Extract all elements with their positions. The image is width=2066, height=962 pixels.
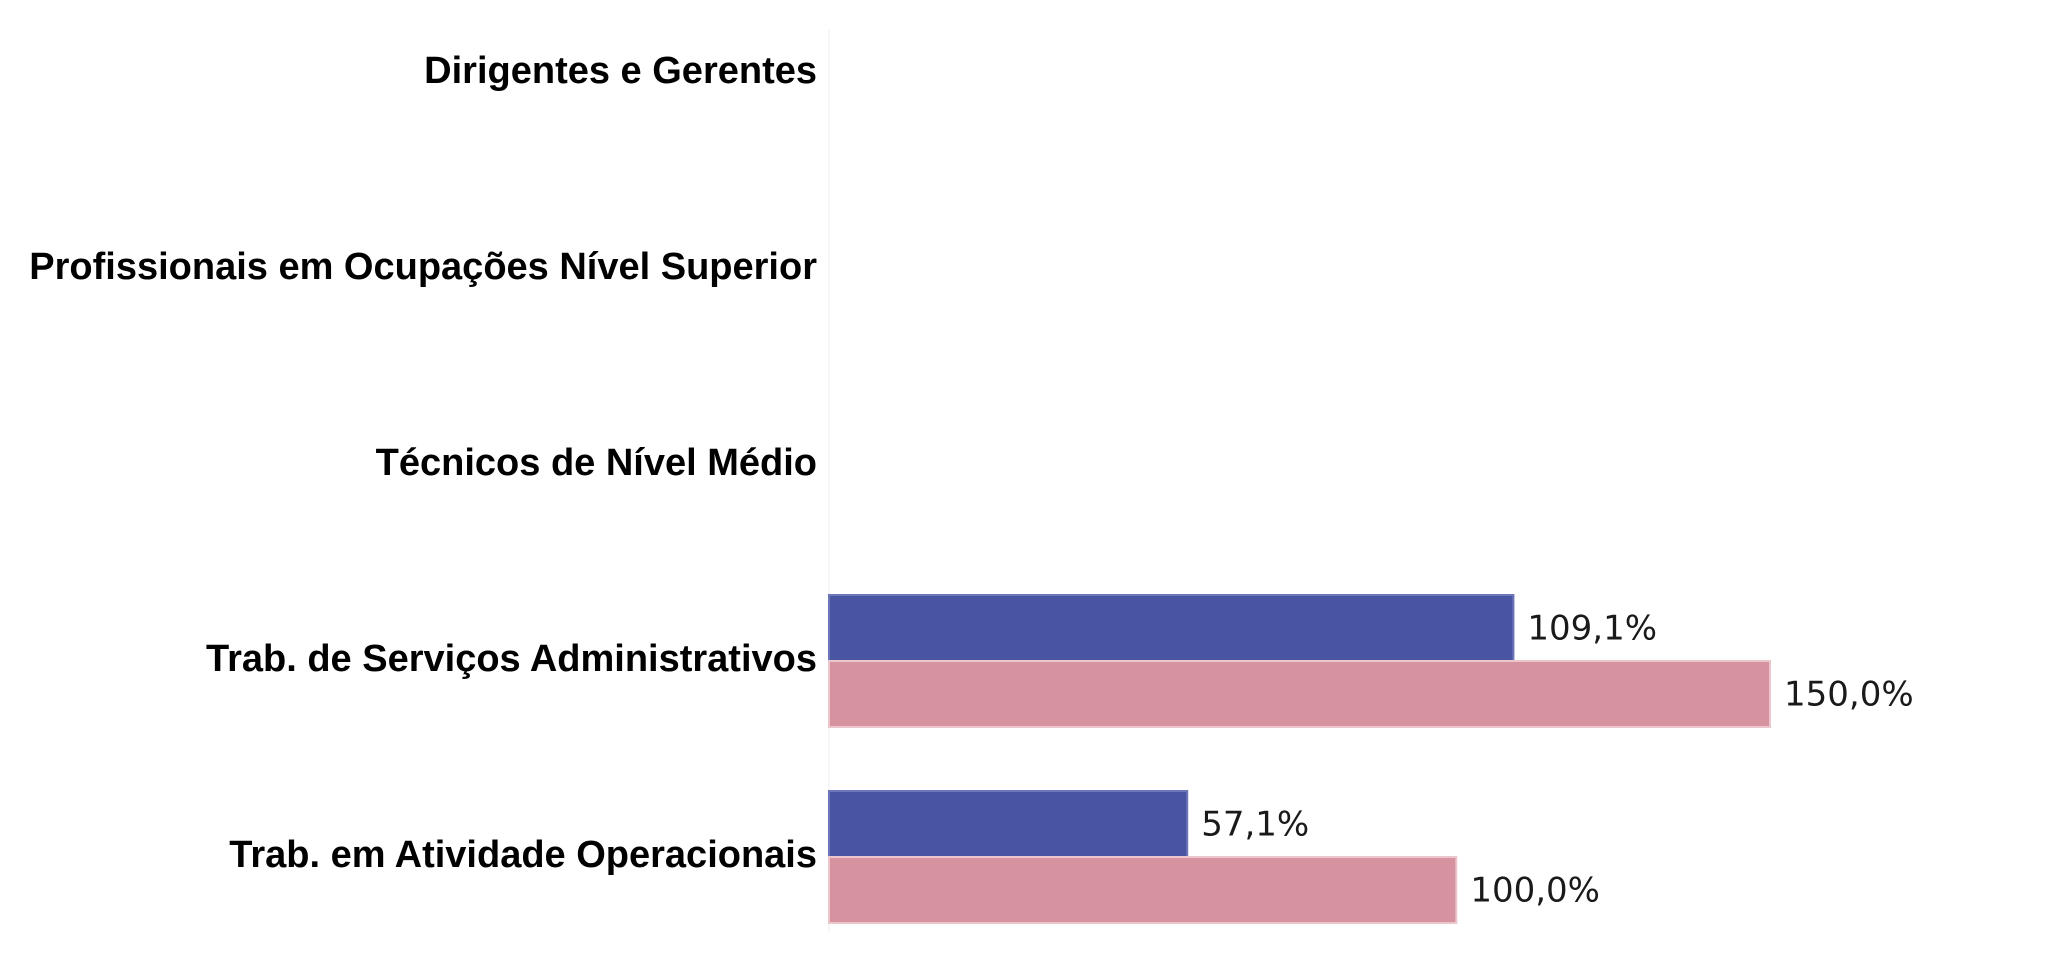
category-label: Trab. em Atividade Operacionais xyxy=(229,834,817,876)
data-label: 150,0% xyxy=(1784,675,1914,715)
bar-series-2 xyxy=(828,856,1458,924)
category-label: Trab. de Serviços Administrativos xyxy=(206,638,817,680)
category-label: Técnicos de Nível Médio xyxy=(376,442,817,484)
category-label: Profissionais em Ocupações Nível Superio… xyxy=(29,246,817,288)
data-label: 109,1% xyxy=(1527,609,1657,649)
category-label: Dirigentes e Gerentes xyxy=(424,50,817,92)
bar-series-2 xyxy=(828,660,1771,728)
data-label: 57,1% xyxy=(1201,805,1309,845)
bar-series-1 xyxy=(828,594,1515,662)
data-label: 100,0% xyxy=(1470,871,1600,911)
bar-series-1 xyxy=(828,790,1189,858)
